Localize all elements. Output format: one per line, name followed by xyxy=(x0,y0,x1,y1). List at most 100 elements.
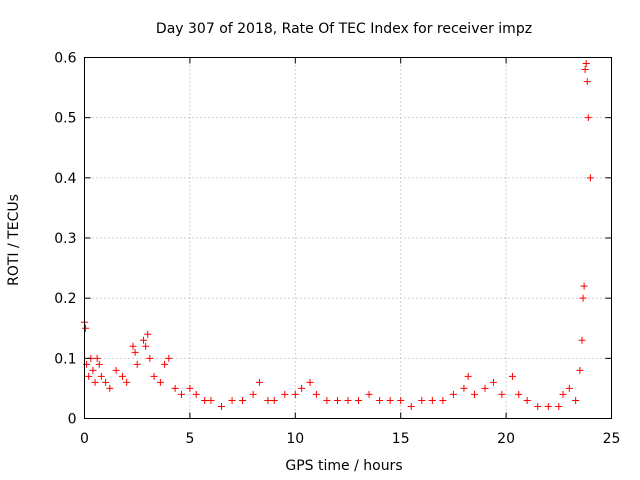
data-point xyxy=(578,336,586,344)
data-point xyxy=(171,384,179,392)
data-point xyxy=(140,336,148,344)
x-tick-label: 20 xyxy=(497,431,515,447)
data-point xyxy=(481,384,489,392)
data-point xyxy=(428,396,436,404)
data-point xyxy=(133,360,141,368)
data-point xyxy=(142,342,150,350)
data-point xyxy=(106,384,114,392)
data-point xyxy=(559,390,567,398)
data-point xyxy=(150,372,158,380)
data-point xyxy=(89,366,97,374)
data-point xyxy=(344,396,352,404)
data-point xyxy=(580,282,588,290)
data-point xyxy=(118,372,126,380)
data-point xyxy=(131,348,139,356)
data-point xyxy=(576,366,584,374)
data-point xyxy=(249,390,257,398)
data-point xyxy=(418,396,426,404)
y-tick-label: 0.5 xyxy=(54,111,76,127)
data-point xyxy=(515,390,523,398)
data-point xyxy=(298,384,306,392)
data-point xyxy=(144,330,152,338)
y-tick-label: 0.1 xyxy=(54,351,76,367)
data-point xyxy=(397,396,405,404)
y-axis-label: ROTI / TECUs xyxy=(6,194,22,286)
x-tick-label: 5 xyxy=(185,431,194,447)
data-point xyxy=(544,402,552,410)
data-point xyxy=(365,390,373,398)
y-tick-label: 0.4 xyxy=(54,171,76,187)
data-point xyxy=(186,384,194,392)
data-points xyxy=(81,60,594,410)
data-point xyxy=(146,354,154,362)
data-point xyxy=(95,360,103,368)
data-point xyxy=(534,402,542,410)
data-point xyxy=(333,396,341,404)
x-tick-label: 10 xyxy=(286,431,304,447)
data-point xyxy=(460,384,468,392)
y-tick-label: 0.2 xyxy=(54,291,76,307)
chart-title: Day 307 of 2018, Rate Of TEC Index for r… xyxy=(156,21,532,37)
data-point xyxy=(489,378,497,386)
data-point xyxy=(470,390,478,398)
data-point xyxy=(582,60,590,68)
data-point xyxy=(112,366,120,374)
x-tick-label: 15 xyxy=(392,431,410,447)
data-point xyxy=(201,396,209,404)
data-point xyxy=(91,378,99,386)
data-point xyxy=(583,78,591,86)
y-tick-label: 0.3 xyxy=(54,231,76,247)
data-point xyxy=(228,396,236,404)
y-tick-labels: 0 0.1 0.2 0.3 0.4 0.5 0.6 xyxy=(54,51,76,428)
data-point xyxy=(586,174,594,182)
data-point xyxy=(386,396,394,404)
data-point xyxy=(355,396,363,404)
data-point xyxy=(192,390,200,398)
data-point xyxy=(161,360,169,368)
x-tick-labels: 0 5 10 15 20 25 xyxy=(80,431,620,447)
data-point xyxy=(82,324,90,332)
data-point xyxy=(264,396,272,404)
data-point xyxy=(165,354,173,362)
data-point xyxy=(312,390,320,398)
data-point xyxy=(572,396,580,404)
data-point xyxy=(255,378,263,386)
x-tick-label: 25 xyxy=(603,431,621,447)
data-point xyxy=(156,378,164,386)
data-point xyxy=(565,384,573,392)
data-point xyxy=(508,372,516,380)
data-point xyxy=(97,372,105,380)
data-point xyxy=(449,390,457,398)
data-point xyxy=(207,396,215,404)
data-point xyxy=(239,396,247,404)
data-point xyxy=(581,66,589,74)
data-point xyxy=(323,396,331,404)
data-point xyxy=(523,396,531,404)
data-point xyxy=(584,114,592,122)
data-point xyxy=(498,390,506,398)
data-point xyxy=(85,372,93,380)
data-point xyxy=(281,390,289,398)
y-tick-label: 0.6 xyxy=(54,51,76,67)
data-point xyxy=(218,402,226,410)
data-point xyxy=(129,342,137,350)
data-point xyxy=(102,378,110,386)
data-point xyxy=(306,378,314,386)
data-point xyxy=(407,402,415,410)
data-point xyxy=(177,390,185,398)
y-tick-label: 0 xyxy=(68,412,77,428)
data-point xyxy=(464,372,472,380)
data-point xyxy=(555,402,563,410)
data-point xyxy=(123,378,131,386)
x-tick-label: 0 xyxy=(80,431,89,447)
data-point xyxy=(376,396,384,404)
tick-marks xyxy=(84,57,612,419)
grid-lines xyxy=(84,57,612,419)
data-point xyxy=(270,396,278,404)
data-point xyxy=(439,396,447,404)
data-point xyxy=(579,294,587,302)
x-axis-label: GPS time / hours xyxy=(285,458,402,474)
data-point xyxy=(291,390,299,398)
